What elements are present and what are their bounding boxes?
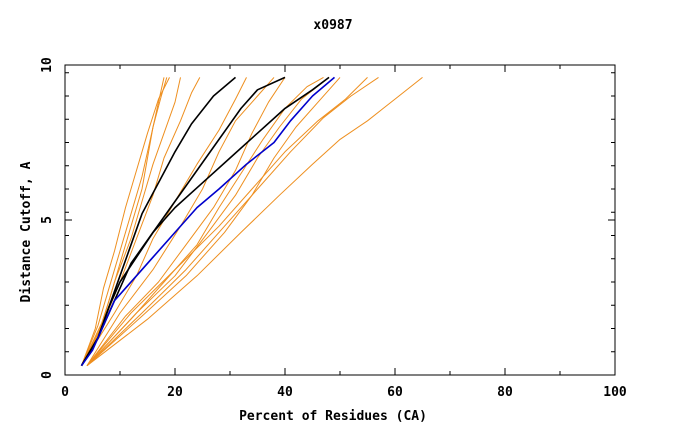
series-line-o8 <box>86 77 286 367</box>
series-line-o14 <box>86 77 423 367</box>
series-line-o3 <box>81 77 165 366</box>
y-tick-label-1: 5 <box>40 216 55 224</box>
y-axis-label: Distance Cutoff, A <box>19 161 34 302</box>
x-tick-label-4: 80 <box>497 385 513 400</box>
plot-frame <box>64 64 616 376</box>
x-tick-label-0: 0 <box>61 385 69 400</box>
x-tick-label-3: 60 <box>387 385 403 400</box>
x-tick-label-1: 20 <box>167 385 183 400</box>
y-tick-label-0: 0 <box>40 371 55 379</box>
series-line-o11 <box>86 77 341 367</box>
series-group <box>80 76 423 367</box>
series-line-o7 <box>86 77 275 366</box>
y-tick-label-2: 10 <box>40 57 55 73</box>
series-line-o9 <box>86 76 324 367</box>
series-line-o4 <box>81 77 181 366</box>
series-line-o12 <box>86 77 368 367</box>
x-axis-label: Percent of Residues (CA) <box>239 409 427 424</box>
series-line-k3 <box>80 76 330 367</box>
series-line-o6 <box>81 77 247 366</box>
x-tick-label-5: 100 <box>603 385 627 400</box>
series-line-o2 <box>81 77 170 366</box>
series-line-o13 <box>86 76 379 367</box>
chart-title: x0987 <box>313 18 352 33</box>
series-line-b1 <box>80 76 336 367</box>
x-tick-label-2: 40 <box>277 385 293 400</box>
series-line-o10 <box>86 77 330 367</box>
